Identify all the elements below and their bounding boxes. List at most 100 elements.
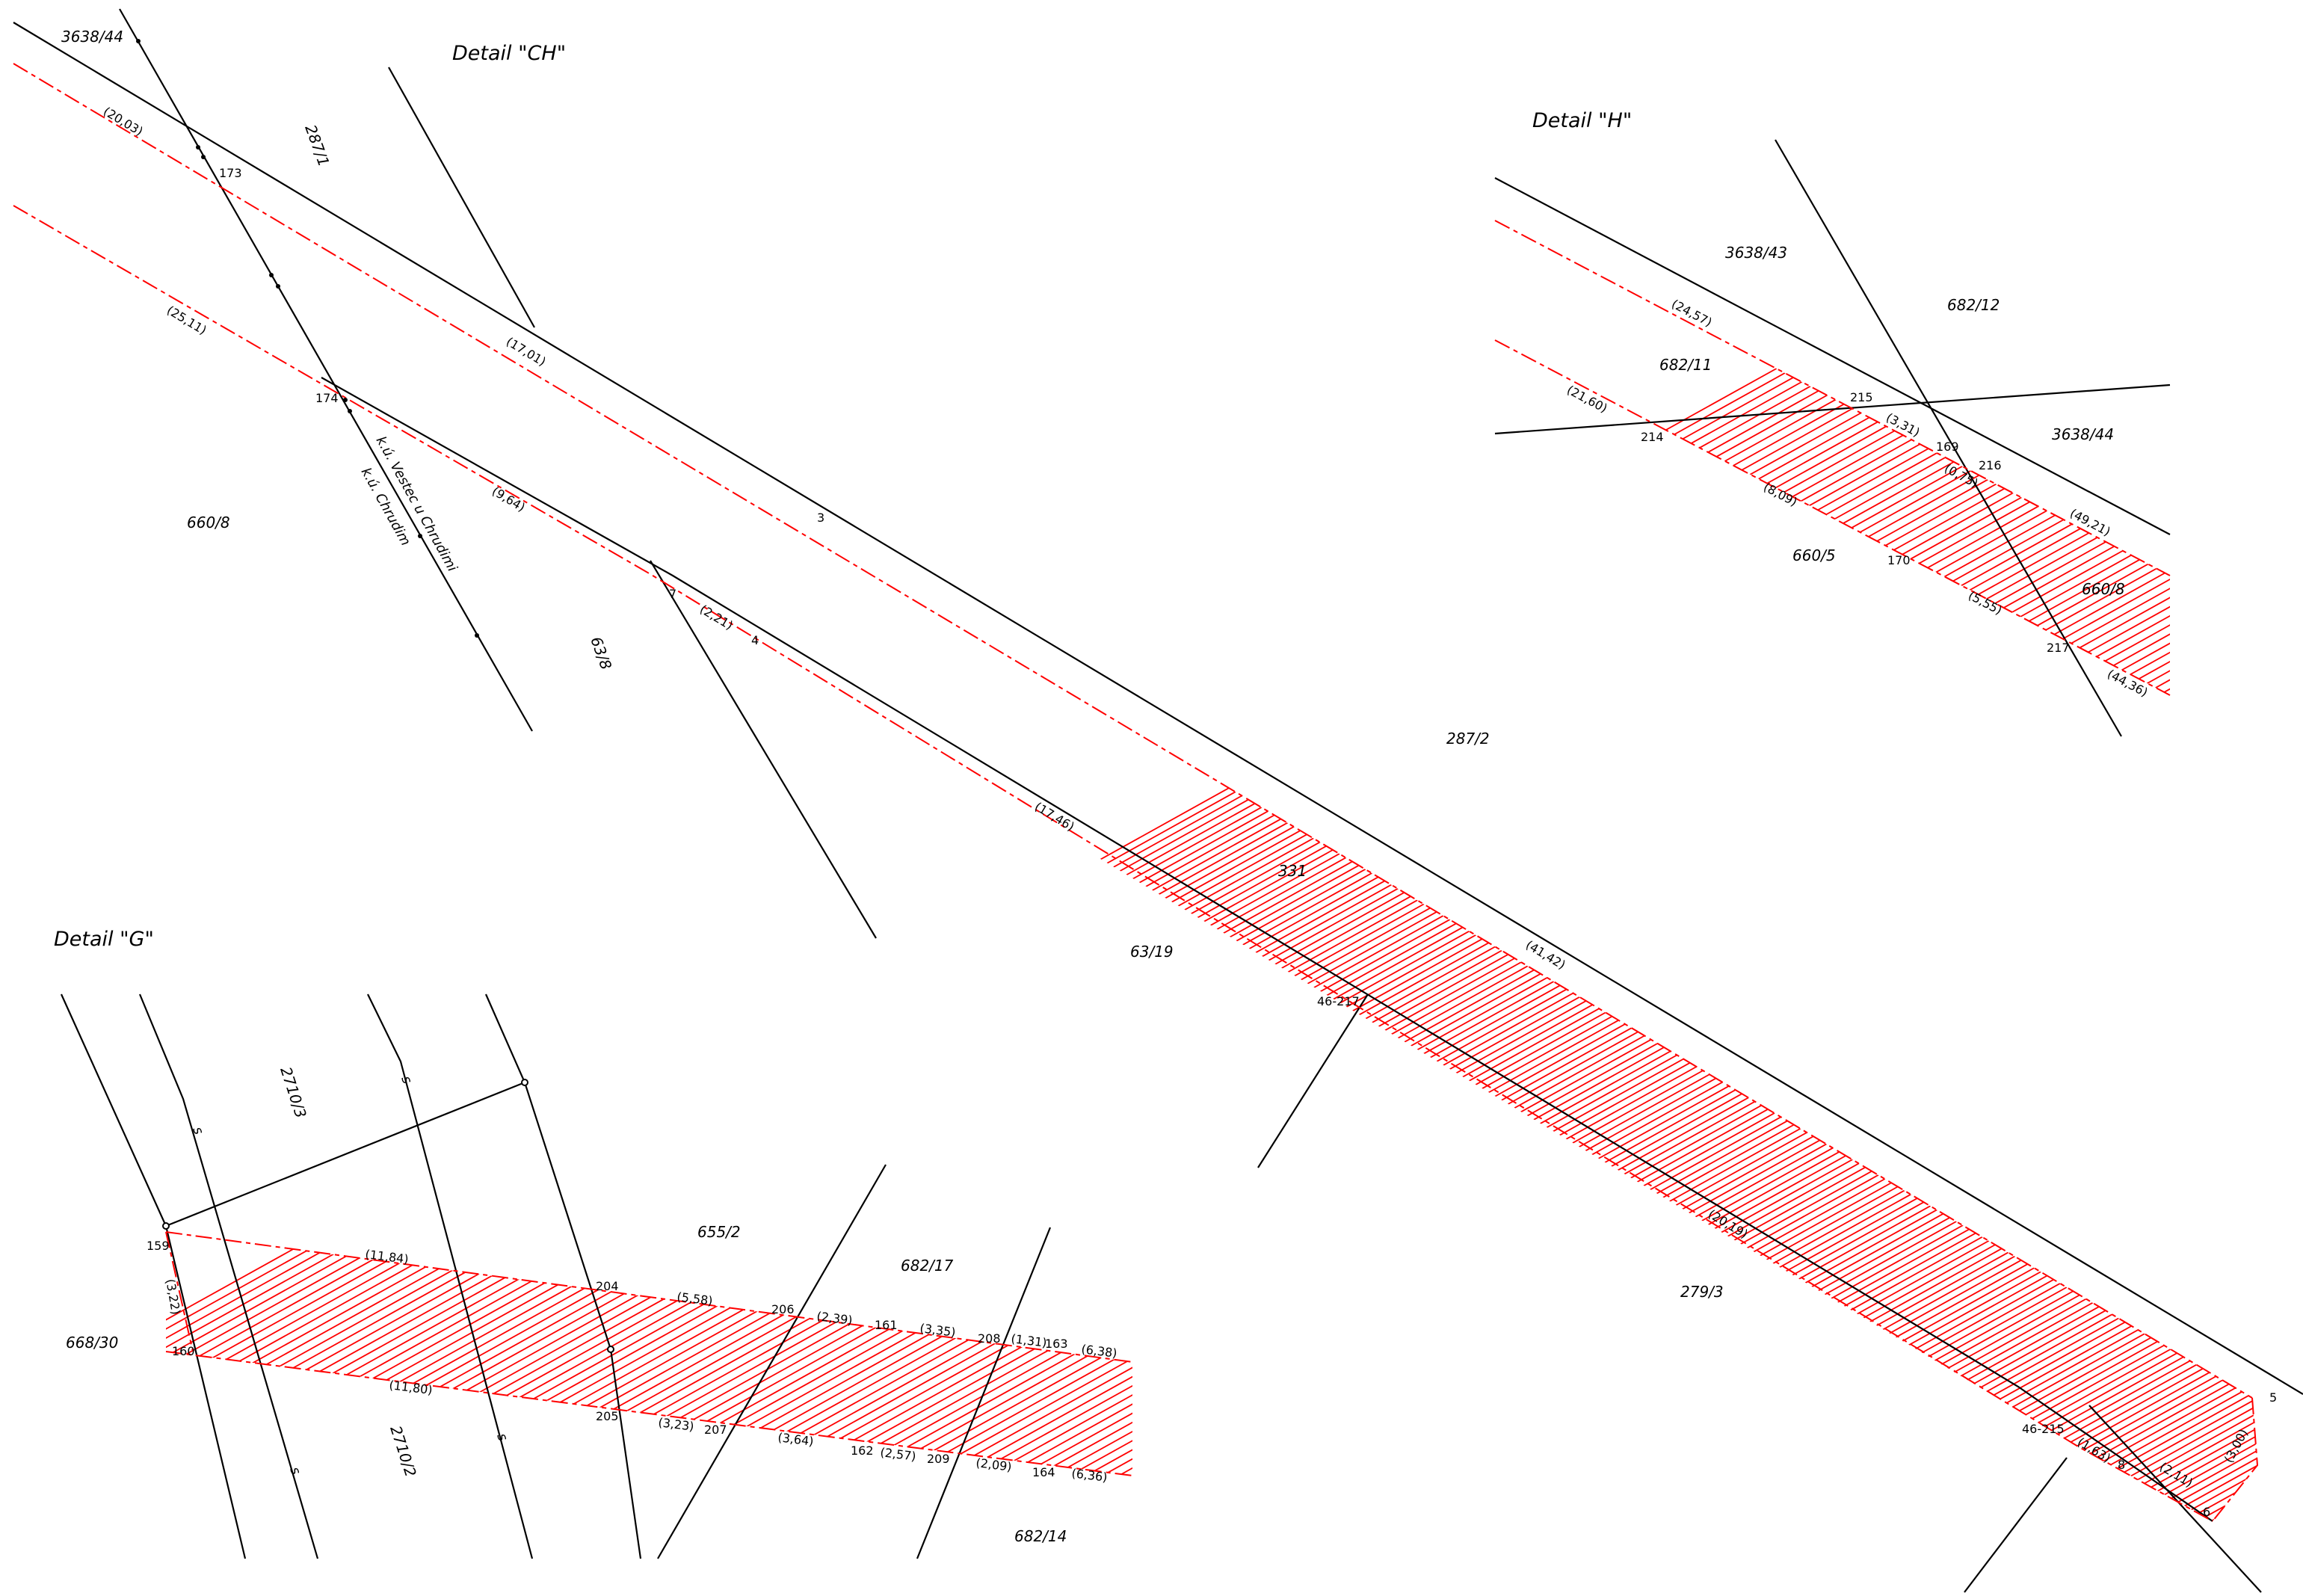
hatch-line <box>2049 64 2257 1521</box>
s-symbol: s <box>493 1432 511 1444</box>
detail-h: Detail "H" 3638/43 682/12 682/11 3638/44… <box>1494 109 2303 737</box>
hatch-line <box>360 1232 899 1476</box>
dimension-label: (2,21) <box>697 602 736 632</box>
hatch-line <box>1174 64 2257 1521</box>
hatch-line <box>2174 172 2303 733</box>
hatch-line <box>959 64 2257 1521</box>
hatch-line <box>1430 64 2257 1521</box>
hatch-line <box>730 64 2257 1521</box>
hatch-line <box>192 64 2257 1521</box>
hatch-line <box>1166 1196 1704 1495</box>
hatch-line <box>1457 64 2257 1521</box>
hatch-line <box>1295 64 2257 1521</box>
hatch-line <box>354 64 2257 1521</box>
hatch-line <box>623 64 2257 1521</box>
hatch-line <box>2107 221 2170 695</box>
parcel-label: 682/17 <box>901 1257 954 1275</box>
s-symbol: s <box>286 1465 303 1477</box>
boundary-line-crossing <box>1494 383 2171 435</box>
parcel-boundary-line <box>1257 993 1369 1168</box>
boundary-line-north <box>1494 177 2171 535</box>
red-dashed-line-south <box>165 1351 1133 1476</box>
hatch-line <box>166 1232 702 1476</box>
parcel-boundary-line-south <box>321 377 2213 1522</box>
hatch-line <box>636 64 2257 1521</box>
hatch-line <box>1282 64 2257 1521</box>
hatch-line <box>1083 1232 1132 1476</box>
parcel-boundary-line <box>388 67 535 328</box>
parcel-label: 682/12 <box>1947 296 2000 314</box>
point-number: 4 <box>751 633 759 647</box>
hatch-line <box>1696 221 2170 695</box>
hatch-line <box>261 1232 801 1476</box>
hatch-line <box>2265 0 2303 1596</box>
hatch-line <box>166 1232 422 1476</box>
hatch-line <box>1564 64 2257 1521</box>
hatch-line <box>1726 64 2257 1521</box>
boundary-line <box>164 1225 247 1559</box>
hatch-line <box>195 1232 735 1476</box>
hatch-line <box>1495 221 2170 695</box>
dimension-label: (3,23) <box>658 1415 695 1434</box>
parcel-label: 63/8 <box>587 635 615 672</box>
dimension-label: (8,09) <box>1761 480 1799 509</box>
hatch-line <box>721 1232 1132 1476</box>
survey-point <box>343 398 348 402</box>
hatch-line <box>1645 64 2257 1521</box>
point-number: 161 <box>875 1318 898 1332</box>
hatch-line <box>1699 64 2257 1521</box>
hatch-line <box>111 64 2257 1521</box>
hatch-line <box>2103 64 2257 1521</box>
hatched-strip-h <box>1495 172 2303 733</box>
hatch-line <box>2022 64 2257 1521</box>
point-number: 206 <box>771 1302 795 1316</box>
hatch-line <box>1860 64 2257 1521</box>
hatch-line <box>1484 64 2257 1521</box>
parcel-label: 3638/43 <box>1725 244 1787 262</box>
boundary-line-s <box>367 993 534 1559</box>
hatch-line <box>1712 221 2170 695</box>
hatch-line <box>838 64 2257 1521</box>
hatch-line <box>1215 64 2257 1521</box>
hatch-line <box>1548 221 2170 695</box>
hatch-line <box>919 1232 1132 1476</box>
detail-ch-title: Detail "CH" <box>452 42 566 65</box>
parcel-label: 3638/44 <box>2052 425 2114 443</box>
boundary-line <box>484 993 642 1559</box>
hatch-line <box>1228 64 2257 1521</box>
hatch-line <box>1497 64 2257 1521</box>
hatch-line <box>31 64 2257 1521</box>
detail-g-title: Detail "G" <box>54 928 154 951</box>
parcel-label: 682/11 <box>1659 356 1712 374</box>
hatch-line <box>663 64 2257 1521</box>
boundary-line <box>916 1227 1052 1559</box>
hatch-line <box>1116 1232 1132 1476</box>
detail-g: Detail "G" 2710/3 655/2 682/17 668/30 27… <box>54 928 1704 1559</box>
point-number: 5 <box>2269 1390 2277 1405</box>
dimension-label: (44,36) <box>2105 667 2150 700</box>
hatch-line <box>2140 221 2170 695</box>
hatch-line <box>1040 64 2257 1521</box>
hatch-line <box>380 64 2257 1521</box>
hatch-line <box>986 64 2257 1521</box>
hatch-line <box>125 64 2257 1521</box>
red-dashed-line-south <box>13 205 2213 1522</box>
hatch-line <box>2076 64 2257 1521</box>
hatch-line <box>824 64 2257 1521</box>
point-number: 169 <box>1936 440 1959 454</box>
hatch-line <box>294 1232 833 1476</box>
hatch-line <box>1094 64 2257 1521</box>
hatch-line <box>2074 221 2170 695</box>
hatch-line <box>219 64 2257 1521</box>
hatch-line <box>524 1232 1064 1476</box>
hatch-line <box>394 64 2257 1521</box>
survey-point <box>196 145 200 150</box>
hatch-line <box>508 1232 1047 1476</box>
dimension-label: (20,03) <box>101 104 146 138</box>
parcel-label: 660/5 <box>1792 546 1836 564</box>
hatch-line <box>1495 221 2170 695</box>
hatch-line <box>1591 64 2257 1521</box>
hatch-line <box>2124 221 2170 695</box>
red-dashed-line-north <box>1494 220 2171 576</box>
